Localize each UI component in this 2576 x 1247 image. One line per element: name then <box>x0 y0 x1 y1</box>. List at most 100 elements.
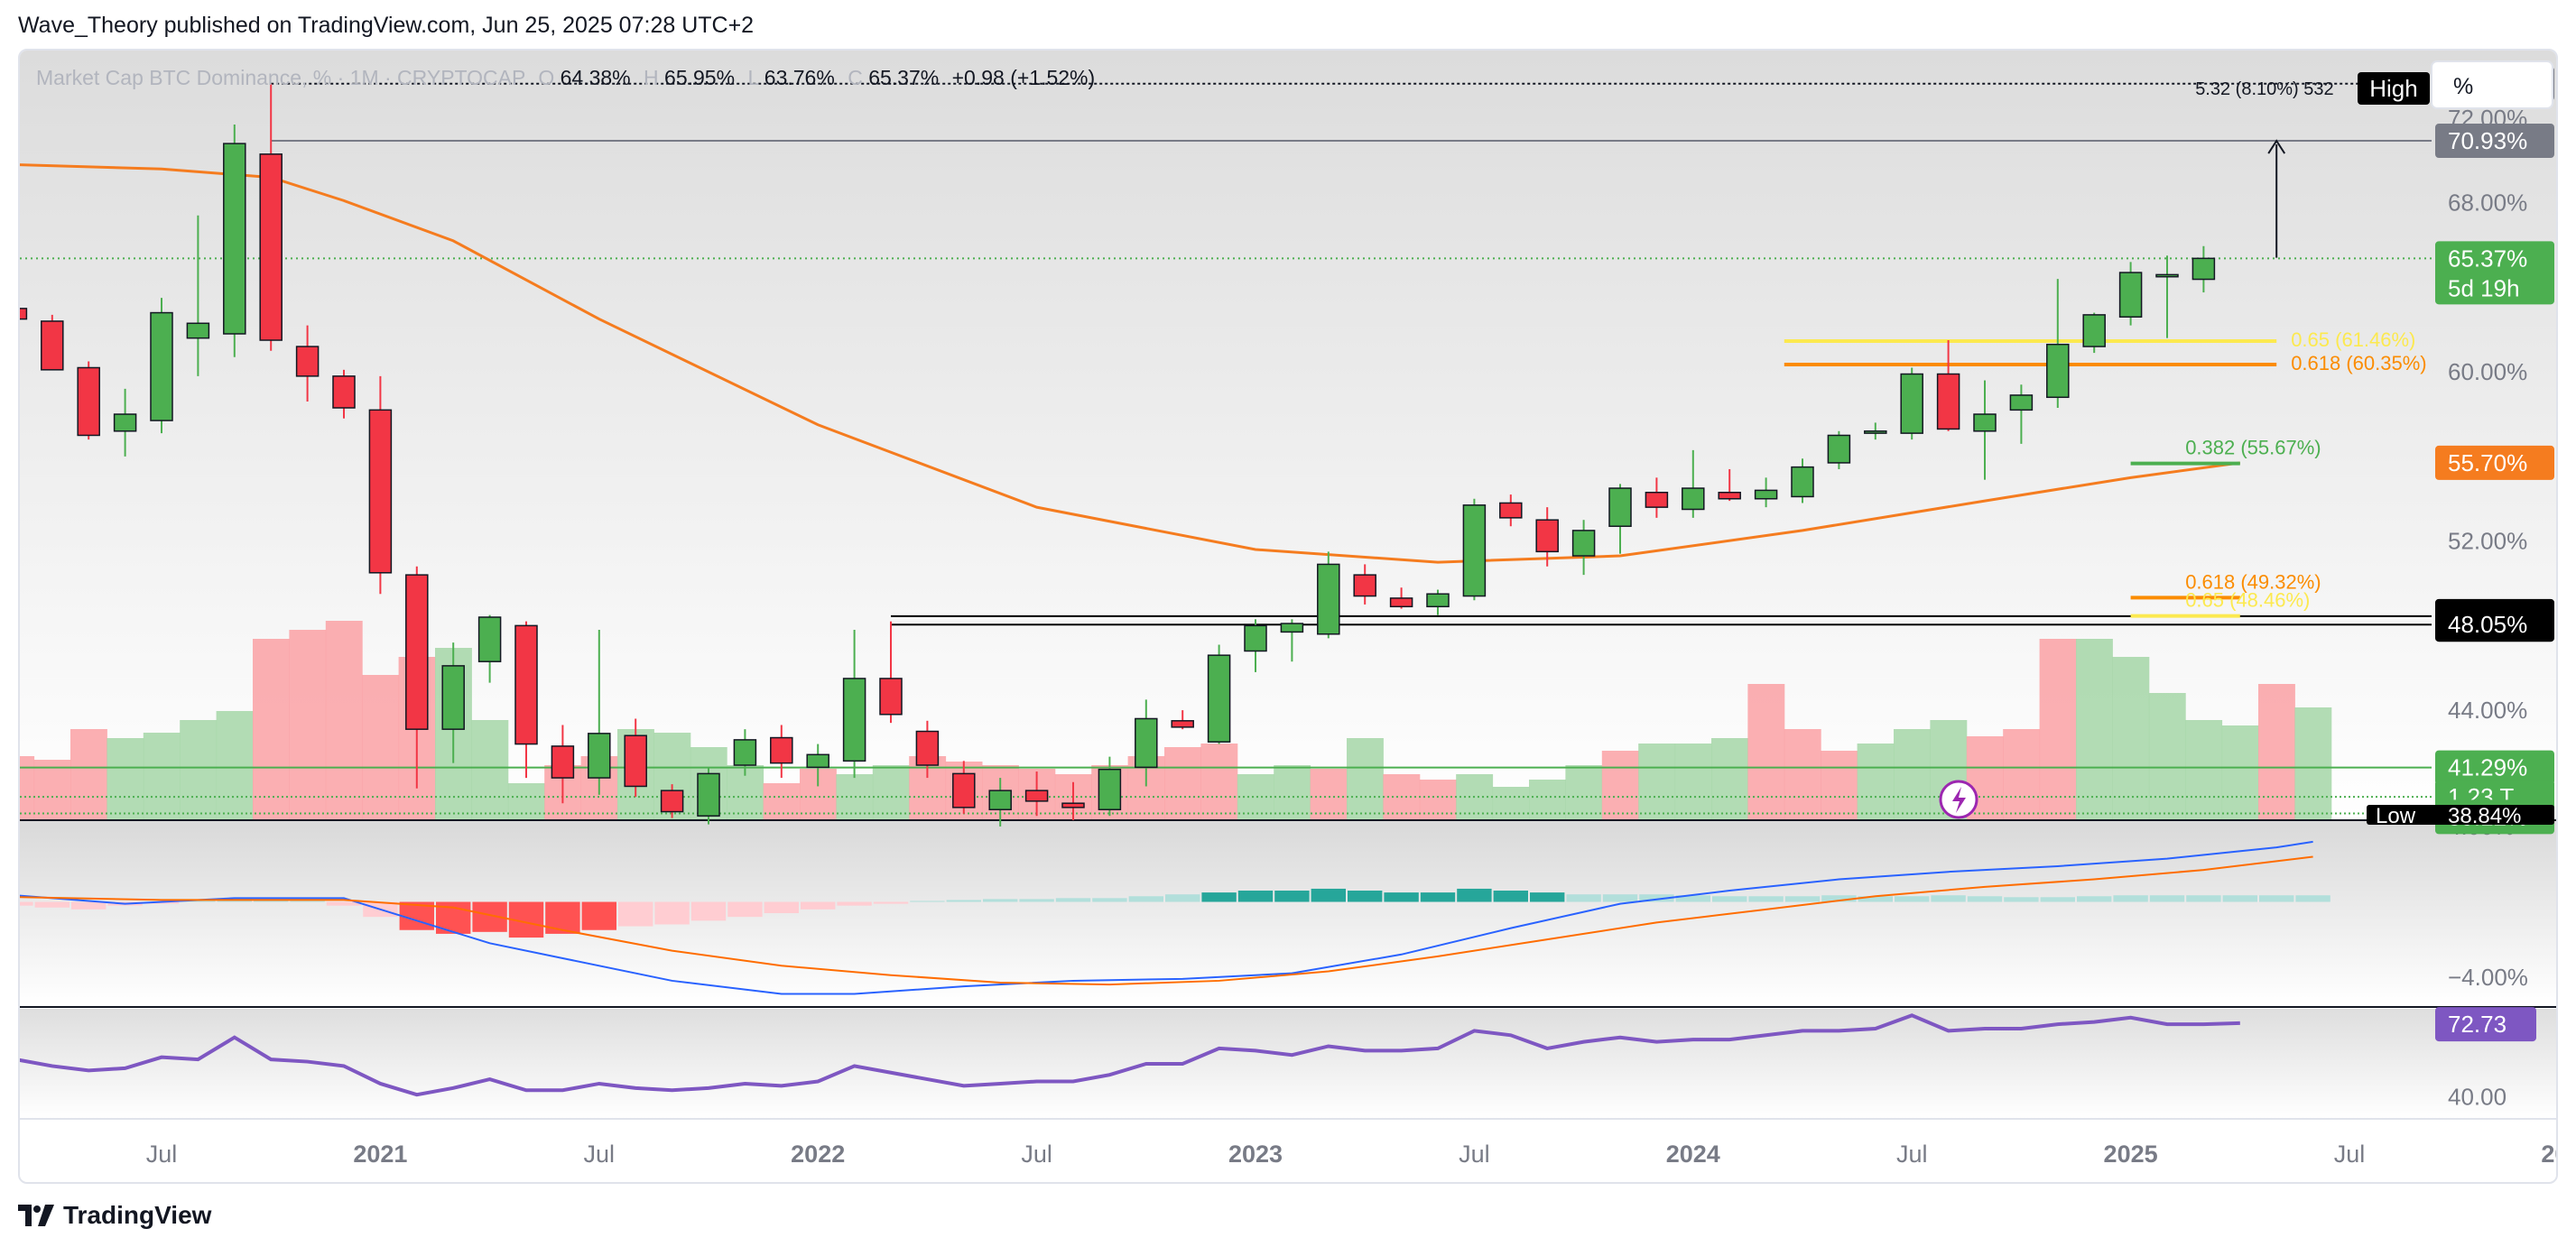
candle-body <box>1645 491 1669 508</box>
volume-bar <box>1164 747 1201 819</box>
low-marker-box <box>2367 805 2554 825</box>
volume-bar <box>1894 729 1931 819</box>
time-axis-tick-label: Jul <box>2334 1141 2366 1168</box>
volume-bar <box>20 756 35 819</box>
time-axis-tick-label: 2024 <box>1666 1141 1720 1168</box>
macd-histogram-bar <box>1675 895 1710 902</box>
volume-bar <box>2294 707 2332 819</box>
candle-body <box>405 574 429 730</box>
macd-histogram-bar <box>71 901 107 910</box>
low-value: 63.76% <box>764 66 835 89</box>
lightning-icon[interactable] <box>1939 780 1978 819</box>
macd-histogram-bar <box>1895 896 1930 902</box>
macd-histogram-bar <box>1165 894 1200 902</box>
candle-body <box>1754 489 1778 500</box>
volume-bar <box>1492 787 1530 819</box>
candle-body <box>1317 563 1340 635</box>
price-axis-tick-label: 52.00% <box>2448 528 2527 555</box>
open-label: O <box>538 66 554 89</box>
high-button[interactable]: High <box>2358 72 2430 105</box>
candle-body <box>514 624 538 745</box>
candle-body <box>368 409 393 574</box>
footer-brand[interactable]: TradingView <box>18 1200 211 1231</box>
high-value: 65.95% <box>664 66 735 89</box>
price-chart[interactable]: 0.65 (61.46%)0.618 (60.35%) 0.382 (55.67%… <box>20 51 2558 1184</box>
volume-bar <box>2039 639 2077 819</box>
macd-histogram-bar <box>654 901 690 925</box>
time-axis-tick-label: 2025 <box>2104 1141 2158 1168</box>
time-axis-tick-label: 2026 <box>2541 1141 2558 1168</box>
macd-histogram-bar <box>764 901 799 913</box>
ema-layer <box>20 163 2241 564</box>
tradingview-brand-text: TradingView <box>63 1201 212 1229</box>
macd-histogram-bar <box>1858 896 1893 902</box>
candle-body <box>113 413 137 432</box>
candle-body <box>1936 373 1960 430</box>
time-axis-tick-label: Jul <box>146 1141 178 1168</box>
candle-body <box>1462 504 1487 597</box>
percent-scale-field[interactable]: % <box>2431 60 2553 109</box>
macd-histogram-bar <box>946 900 981 902</box>
macd-histogram-bar <box>1457 888 1492 902</box>
macd-histogram-bar <box>2186 895 2221 902</box>
candle-body <box>2191 257 2216 281</box>
macd-histogram-bar <box>1348 891 1383 902</box>
volume-bar <box>33 760 71 819</box>
candle-body <box>477 616 502 662</box>
volume-bar <box>2003 729 2041 819</box>
price-label-box <box>2435 124 2554 159</box>
candle-body <box>441 665 465 730</box>
fib-level-label: 0.65 (61.46%) <box>2291 328 2415 351</box>
candle-body <box>733 739 757 766</box>
chart-frame[interactable]: 0.65 (61.46%) 0.618 (60.35%) 0.382 (55.67%… <box>18 49 2558 1184</box>
macd-histogram-bar <box>1530 892 1565 902</box>
macd-signal-line <box>20 855 2313 986</box>
fibonacci-layer: 0.65 (61.46%)0.618 (60.35%) 0.382 (55.67%… <box>1784 328 2427 618</box>
svg-text:Market Cap BTC Dominance, % ·: Market Cap BTC Dominance, % · 1M · CRYPT… <box>36 66 1095 89</box>
macd-histogram-bar <box>1201 892 1237 902</box>
macd-histogram-bar <box>1128 896 1163 902</box>
price-axis-tick-label: 68.00% <box>2448 189 2527 217</box>
rsi-line <box>20 1013 2240 1097</box>
candle-body <box>2009 394 2034 411</box>
volume-bar <box>1237 774 1274 819</box>
candle-body <box>660 790 684 813</box>
macd-histogram-bar <box>326 901 362 906</box>
volume-bar <box>1711 738 1748 819</box>
macd-line <box>20 840 2313 995</box>
macd-histogram-bar <box>1493 891 1528 902</box>
fib-level-label: 0.65 (48.46%) <box>2185 589 2310 612</box>
macd-histogram-bar <box>2004 897 2039 902</box>
macd-histogram-bar <box>801 901 836 910</box>
candle-body <box>77 366 100 437</box>
volume-bar <box>1274 765 1311 819</box>
volume-bar <box>471 720 509 819</box>
percent-scale-label: % <box>2453 74 2473 99</box>
candle-body <box>1827 434 1851 464</box>
high-label: H <box>644 66 659 89</box>
volume-bar <box>2112 657 2150 819</box>
time-axis-tick-label: Jul <box>1459 1141 1490 1168</box>
rsi-pane-background <box>20 1009 2556 1119</box>
candle-body <box>915 730 940 766</box>
symbol-name: Market Cap BTC Dominance, % · 1M · CRYPT… <box>36 66 525 89</box>
candle-body <box>1973 413 1997 432</box>
candle-body <box>952 772 976 808</box>
price-label-text: 41.29% <box>2448 754 2527 781</box>
price-label-text: 70.93% <box>2448 127 2527 154</box>
candle-body <box>2118 272 2143 318</box>
price-label-box <box>2435 607 2554 642</box>
rsi-value-box <box>2435 1007 2536 1042</box>
fib-level-label: 0.618 (60.35%) <box>2291 352 2426 374</box>
rsi-layer <box>20 1013 2240 1097</box>
low-marker-label: Low <box>2376 804 2416 828</box>
symbol-legend[interactable]: Market Cap BTC Dominance, % · 1M · CRYPT… <box>36 66 1095 89</box>
candle-body <box>41 320 64 371</box>
price-label-box <box>2435 445 2554 480</box>
macd-histogram-bar <box>1712 896 1747 902</box>
open-value: 64.38% <box>561 66 631 89</box>
macd-histogram-bar <box>1420 892 1456 902</box>
macd-histogram-bar <box>181 900 216 902</box>
volume-bar <box>180 720 218 819</box>
candle-body <box>259 153 283 341</box>
